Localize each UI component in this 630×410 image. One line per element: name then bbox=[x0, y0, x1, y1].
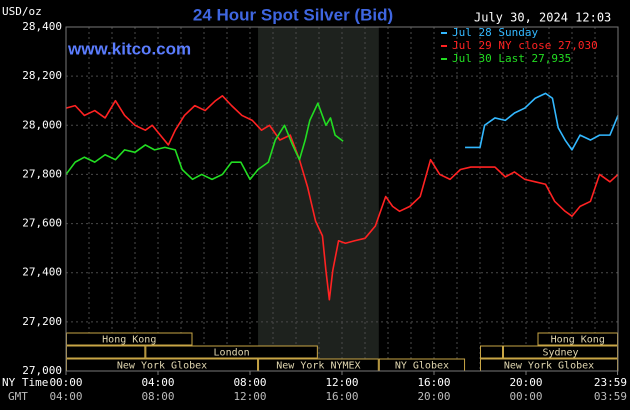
x2-tick-label: 12:00 bbox=[233, 390, 266, 403]
grid-layer bbox=[66, 26, 618, 372]
timestamp: July 30, 2024 12:03 bbox=[474, 11, 611, 25]
x-axis-label: NY Time bbox=[2, 376, 48, 389]
legend-entry: Jul 28 Sunday bbox=[452, 26, 538, 39]
session-label: New York Globex bbox=[504, 361, 594, 372]
x2-tick-label: 16:00 bbox=[325, 390, 358, 403]
x-tick-label: 00:00 bbox=[49, 376, 82, 389]
x-tick-label: 16:00 bbox=[417, 376, 450, 389]
shade-layer bbox=[258, 27, 379, 371]
site-label: www.kitco.com bbox=[67, 39, 191, 58]
unit-label: USD/oz bbox=[2, 5, 42, 18]
session-label: London bbox=[214, 348, 250, 359]
y-tick-label: 27,400 bbox=[22, 266, 62, 279]
session-shade bbox=[258, 27, 379, 371]
legend-entry: Jul 30 Last 27,935 bbox=[452, 52, 571, 65]
x2-axis-label: GMT bbox=[8, 390, 28, 403]
x2-tick-label: 08:00 bbox=[141, 390, 174, 403]
x-tick-label: 12:00 bbox=[325, 376, 358, 389]
x2-tick-label: 00:00 bbox=[509, 390, 542, 403]
session-box bbox=[145, 345, 318, 359]
y-tick-label: 27,200 bbox=[22, 315, 62, 328]
session-label: Hong Kong bbox=[102, 335, 156, 346]
label-layer: 27,000 27,200 27,400 27,600 27,800 28,000 28,2… bbox=[22, 20, 627, 403]
chart-title: 24 Hour Spot Silver (Bid) bbox=[193, 5, 393, 24]
session-box bbox=[480, 345, 503, 359]
legend-entry: Jul 29 NY close 27,030 bbox=[452, 39, 598, 52]
y-tick-label: 27,800 bbox=[22, 167, 62, 180]
session-label: New York NYMEX bbox=[276, 361, 360, 372]
session-label: Hong Kong bbox=[551, 335, 605, 346]
session-box bbox=[66, 345, 146, 359]
session-label: NY Globex bbox=[395, 361, 449, 372]
x2-tick-label: 03:59 bbox=[594, 390, 627, 403]
session-label: New York Globex bbox=[117, 361, 207, 372]
x2-tick-label: 20:00 bbox=[417, 390, 450, 403]
x-tick-label: 04:00 bbox=[141, 376, 174, 389]
y-tick-label: 28,000 bbox=[22, 118, 62, 131]
x-tick-label: 20:00 bbox=[509, 376, 542, 389]
session-layer: Hong Kong London New York Globex New York N… bbox=[66, 332, 618, 372]
session-label: Sydney bbox=[542, 348, 578, 359]
line-layer bbox=[65, 92, 619, 301]
y-tick-label: 28,200 bbox=[22, 69, 62, 82]
series-line bbox=[465, 92, 619, 151]
y-tick-label: 27,600 bbox=[22, 217, 62, 230]
y-tick-label: 28,400 bbox=[22, 20, 62, 33]
x2-tick-label: 04:00 bbox=[49, 390, 82, 403]
series-line bbox=[65, 102, 344, 181]
plot-frame bbox=[65, 26, 619, 372]
x-tick-label: 08:00 bbox=[233, 376, 266, 389]
x-tick-label: 23:59 bbox=[594, 376, 627, 389]
y-tick-label: 27,000 bbox=[22, 364, 62, 377]
series-line bbox=[65, 95, 619, 301]
